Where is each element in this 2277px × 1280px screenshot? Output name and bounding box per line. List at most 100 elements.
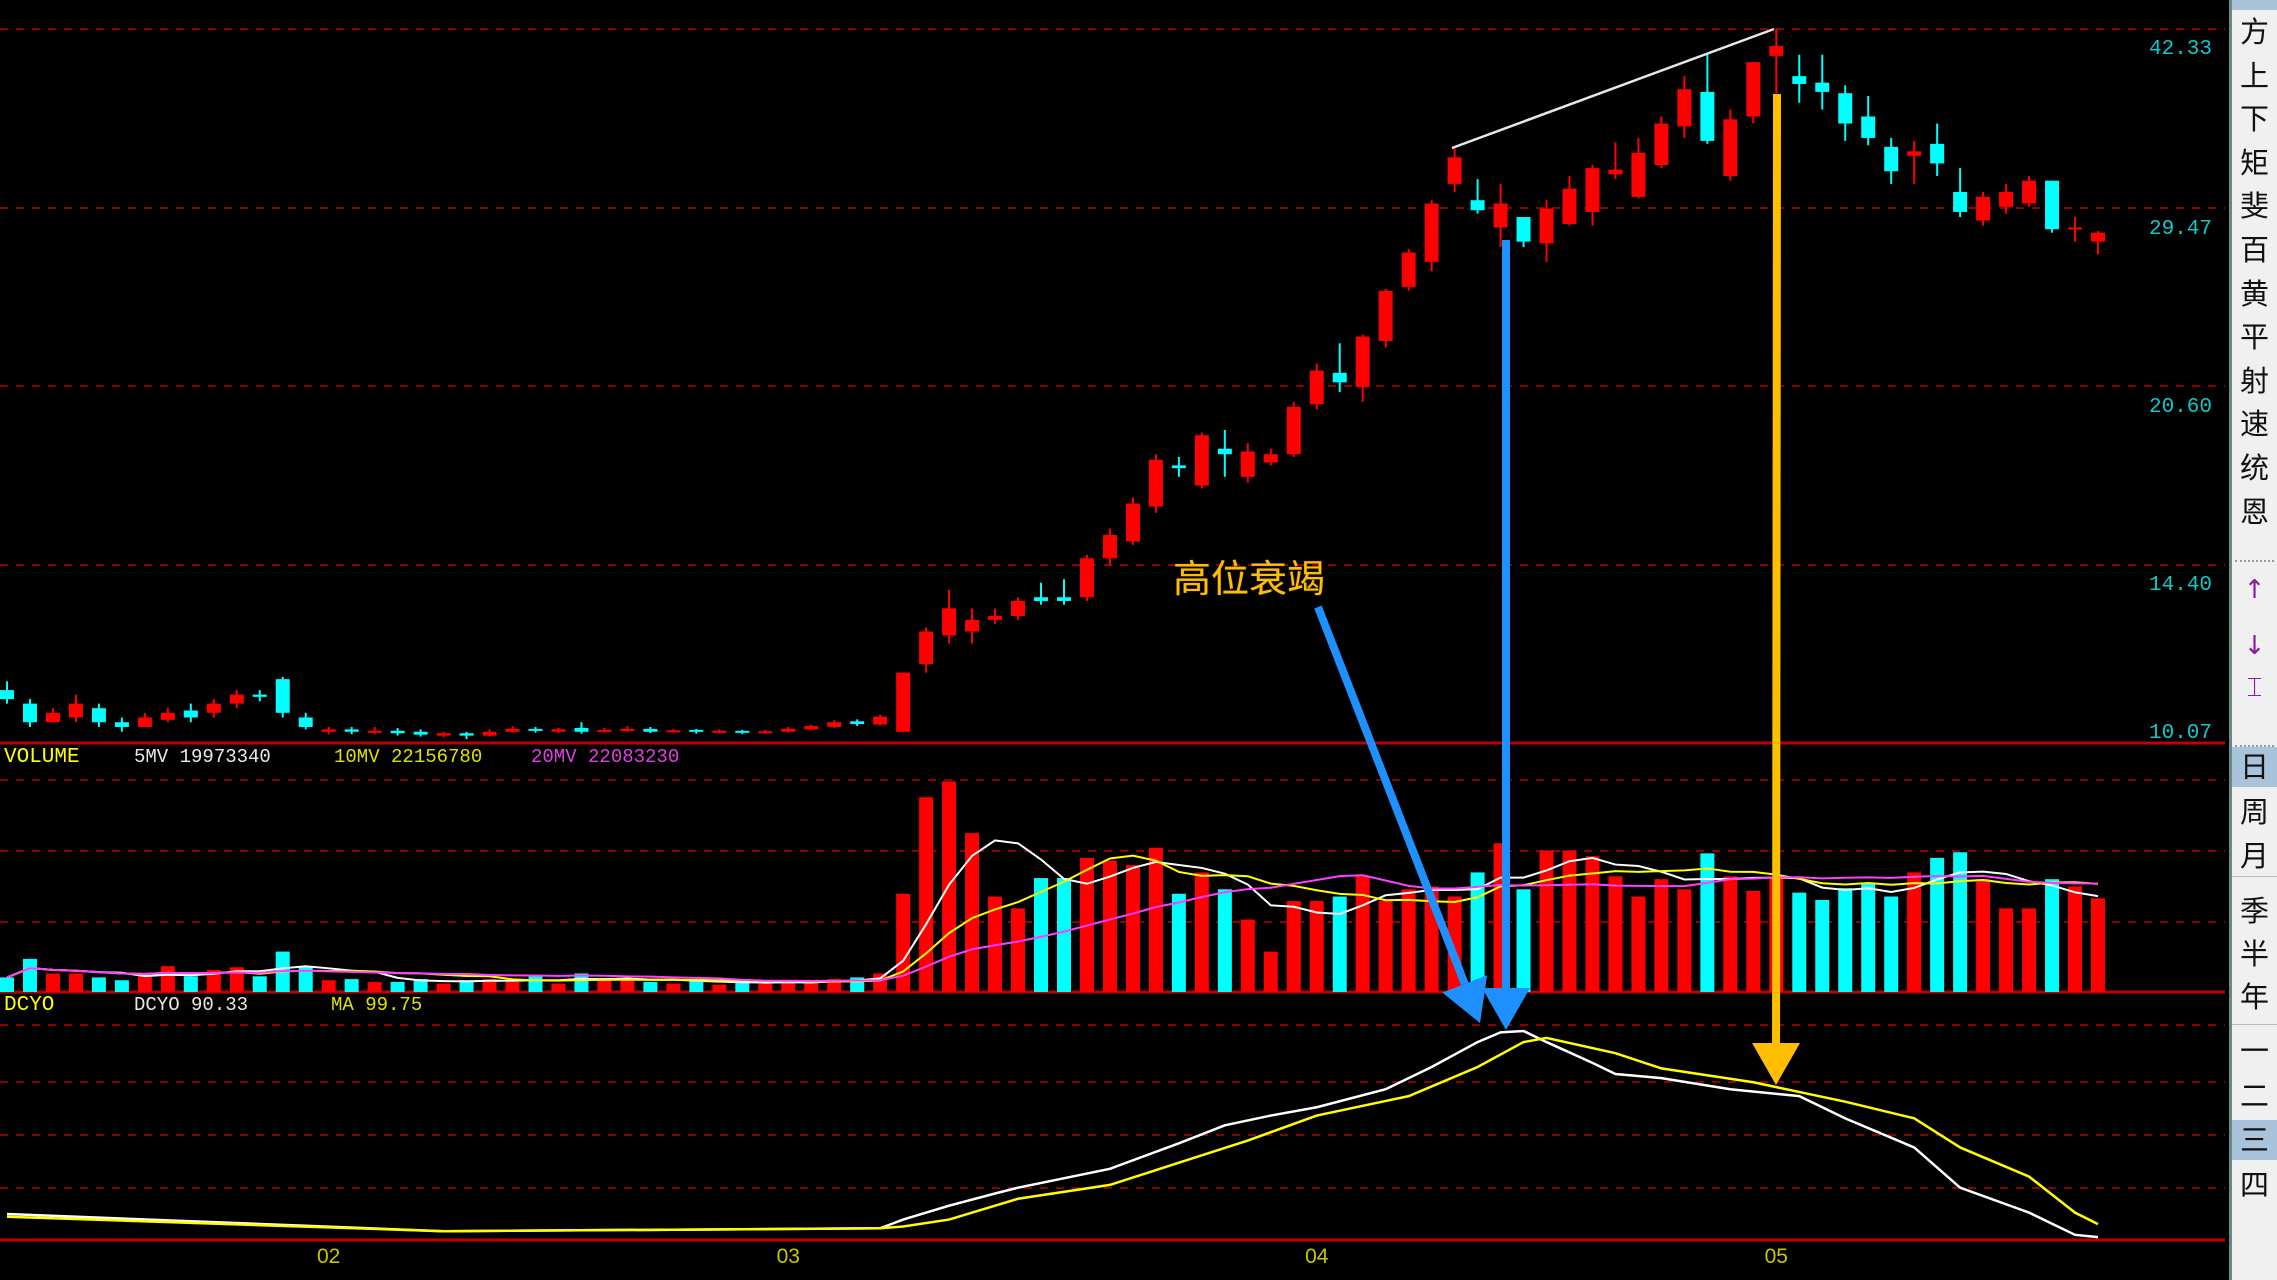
drawing-tool-button[interactable]: 射 [2239, 363, 2269, 398]
candle [367, 726, 382, 735]
volume-bar [1217, 889, 1232, 992]
period-button[interactable]: 周 [2239, 795, 2269, 829]
candle [1011, 597, 1026, 620]
candle-body [459, 733, 474, 736]
candle-body [367, 730, 382, 733]
candle [1907, 140, 1922, 184]
candle-body [942, 608, 957, 636]
candle [1401, 248, 1416, 291]
drawing-tool-button[interactable]: 平 [2239, 320, 2269, 355]
drawing-tool-button[interactable]: 统 [2239, 451, 2269, 485]
candle [850, 719, 865, 727]
volume-bar [896, 893, 911, 992]
volume-bar [160, 966, 175, 992]
drawing-tool-button[interactable]: 恩 [2239, 494, 2269, 529]
candle-body [643, 728, 658, 732]
arrow-up-icon[interactable]: ↑ [2243, 575, 2266, 605]
volume-bar [873, 973, 888, 992]
candle [528, 726, 543, 733]
volume-bar [91, 977, 106, 992]
candle [45, 708, 60, 723]
candle [1148, 454, 1163, 513]
period-button[interactable]: 半 [2239, 937, 2269, 971]
volume-bar [68, 973, 83, 992]
candle [321, 726, 336, 735]
candle [1447, 148, 1462, 192]
candle [666, 728, 681, 733]
volume-bar [1516, 889, 1531, 992]
layout-button[interactable]: 四 [2239, 1167, 2269, 1202]
candle-body [597, 729, 612, 732]
candle [1631, 137, 1646, 199]
drawing-tool-button[interactable]: 上 [2239, 58, 2269, 93]
date-axis-label: 04 [1305, 1245, 1329, 1268]
period-button[interactable]: 月 [2239, 839, 2269, 873]
candle-body [1378, 290, 1393, 342]
layout-button[interactable]: 二 [2239, 1078, 2269, 1113]
volume-bar [1011, 908, 1026, 992]
candle-body [1861, 116, 1876, 138]
annotation-text: 高位衰竭 [1173, 557, 1326, 601]
volume-bar [1930, 857, 1945, 992]
candle [206, 699, 221, 718]
volume-bar [1999, 908, 2014, 992]
fit-icon[interactable]: ⌶ [2246, 673, 2263, 703]
price-axis-label: 14.40 [2149, 574, 2212, 597]
layout-button[interactable]: 一 [2239, 1034, 2269, 1068]
drawing-tool-button[interactable]: 方 [2239, 15, 2269, 49]
drawing-tool-button[interactable]: 斐 [2239, 189, 2269, 224]
volume-ma5: 5MV 19973340 [134, 746, 271, 768]
drawing-tool-button[interactable]: 百 [2239, 233, 2269, 267]
volume-bar [344, 979, 359, 992]
period-button[interactable]: 年 [2239, 980, 2269, 1014]
period-button[interactable]: 日 [2232, 747, 2277, 787]
candle-body [827, 722, 842, 727]
candle [1516, 217, 1531, 248]
candle [1723, 109, 1738, 181]
volume-bar [1562, 850, 1577, 992]
candle [1953, 168, 1968, 218]
dcyo-line-ma [6, 1036, 2099, 1233]
volume-bar [45, 973, 60, 992]
candle [1861, 95, 1876, 146]
volume-bar [1953, 852, 1968, 992]
drawing-tool-button[interactable]: 下 [2239, 102, 2269, 137]
price-axis-label: 29.47 [2149, 218, 2212, 241]
candle-body [1700, 91, 1715, 141]
stock-chart[interactable]: 42.33 29.47 20.60 14.40 10.07 02 03 04 05 [0, 0, 2229, 1280]
candle-body [2068, 227, 2083, 230]
volume-ma-line [6, 839, 2099, 984]
candle-body [137, 717, 152, 727]
orange-arrow-icon [1752, 93, 1801, 1085]
drawing-tool-button[interactable]: 黄 [2239, 276, 2269, 311]
drawing-tool-button[interactable]: 矩 [2239, 145, 2269, 180]
candle-body [1447, 157, 1462, 184]
candle-body [1470, 200, 1485, 211]
candle-body [551, 729, 566, 732]
candle [1608, 142, 1623, 180]
toolbar-top-tab[interactable] [2232, 0, 2277, 10]
candle [413, 729, 428, 737]
candle-body [1654, 123, 1669, 166]
candle [1332, 343, 1347, 392]
candle [459, 731, 474, 740]
volume-bar [1861, 882, 1876, 992]
arrow-head [1442, 975, 1488, 1023]
arrow-down-icon[interactable]: ↓ [2243, 631, 2266, 661]
volume-bar [1286, 901, 1301, 992]
volume-bar [666, 983, 681, 992]
period-button[interactable]: 季 [2239, 894, 2269, 928]
candle-body [735, 730, 750, 733]
candle [114, 717, 129, 732]
volume-ma20: 20MV 22083230 [531, 746, 680, 768]
candle-body [1332, 372, 1347, 383]
volume-bar [758, 983, 773, 992]
drawing-tool-button[interactable]: 速 [2239, 407, 2269, 442]
candle-body [206, 703, 221, 713]
candle-body [1907, 151, 1922, 156]
volume-bar [597, 980, 612, 992]
volume-bar [1240, 919, 1255, 992]
layout-button[interactable]: 三 [2232, 1120, 2277, 1160]
volume-bar [505, 981, 520, 992]
volume-bar [1723, 876, 1738, 992]
